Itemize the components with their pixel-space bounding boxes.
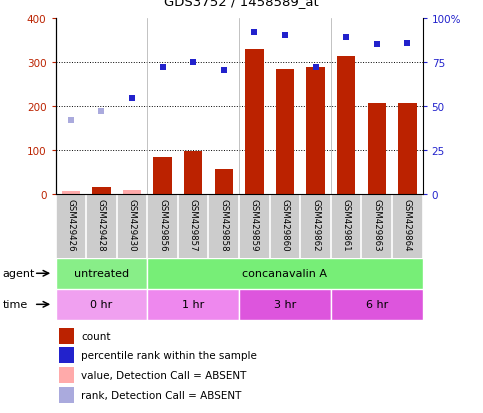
Point <box>128 95 136 102</box>
Text: time: time <box>2 299 28 310</box>
Text: GSM429864: GSM429864 <box>403 199 412 251</box>
Text: rank, Detection Call = ABSENT: rank, Detection Call = ABSENT <box>81 390 242 400</box>
Text: GSM429856: GSM429856 <box>158 199 167 251</box>
Point <box>98 108 105 115</box>
Point <box>281 33 289 39</box>
Text: 3 hr: 3 hr <box>274 299 296 310</box>
Point <box>373 42 381 48</box>
Point <box>220 68 227 74</box>
Bar <box>62 192 80 194</box>
Text: GSM429857: GSM429857 <box>189 199 198 251</box>
Text: agent: agent <box>2 268 35 279</box>
Point <box>342 34 350 41</box>
Bar <box>56 258 147 289</box>
Bar <box>147 289 239 320</box>
Text: count: count <box>81 331 111 341</box>
Text: 1 hr: 1 hr <box>182 299 204 310</box>
Point <box>251 29 258 36</box>
Bar <box>59 387 74 403</box>
Point <box>312 65 319 71</box>
Bar <box>154 158 172 194</box>
Text: 0 hr: 0 hr <box>90 299 113 310</box>
Bar <box>214 169 233 194</box>
Point <box>67 118 75 124</box>
Bar <box>184 152 202 194</box>
Bar <box>56 289 147 320</box>
Bar <box>368 103 386 194</box>
Text: GDS3752 / 1458589_at: GDS3752 / 1458589_at <box>164 0 319 8</box>
Text: GSM429428: GSM429428 <box>97 199 106 251</box>
Bar <box>398 104 416 194</box>
Text: GSM429426: GSM429426 <box>66 199 75 251</box>
Bar <box>59 328 74 344</box>
Text: GSM429859: GSM429859 <box>250 199 259 251</box>
Text: GSM429858: GSM429858 <box>219 199 228 251</box>
Text: untreated: untreated <box>74 268 129 279</box>
Text: GSM429863: GSM429863 <box>372 199 381 251</box>
Point <box>189 59 197 66</box>
Text: GSM429860: GSM429860 <box>281 199 289 251</box>
Bar <box>239 289 331 320</box>
Bar <box>276 70 294 194</box>
Point <box>403 40 411 47</box>
Text: GSM429430: GSM429430 <box>128 199 137 251</box>
Bar <box>59 367 74 383</box>
Bar <box>123 190 141 194</box>
Bar <box>245 50 264 194</box>
Text: percentile rank within the sample: percentile rank within the sample <box>81 351 257 361</box>
Bar <box>59 348 74 363</box>
Text: GSM429861: GSM429861 <box>341 199 351 251</box>
Text: GSM429862: GSM429862 <box>311 199 320 251</box>
Bar <box>337 57 355 194</box>
Text: value, Detection Call = ABSENT: value, Detection Call = ABSENT <box>81 370 247 380</box>
Text: concanavalin A: concanavalin A <box>242 268 327 279</box>
Text: 6 hr: 6 hr <box>366 299 388 310</box>
Bar <box>147 258 423 289</box>
Bar <box>92 188 111 194</box>
Point <box>159 64 167 71</box>
Bar <box>331 289 423 320</box>
Bar <box>306 68 325 194</box>
